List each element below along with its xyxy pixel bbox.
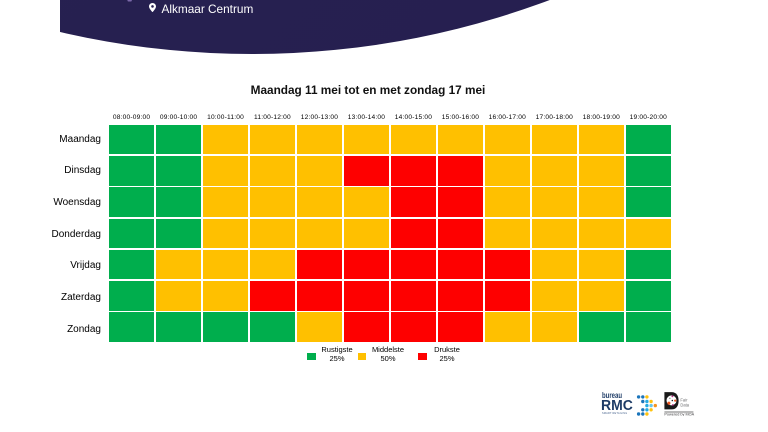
svg-text:Powered by MOA: Powered by MOA <box>664 413 694 416</box>
svg-text:Fair: Fair <box>680 398 688 403</box>
svg-text:Data: Data <box>680 403 689 408</box>
